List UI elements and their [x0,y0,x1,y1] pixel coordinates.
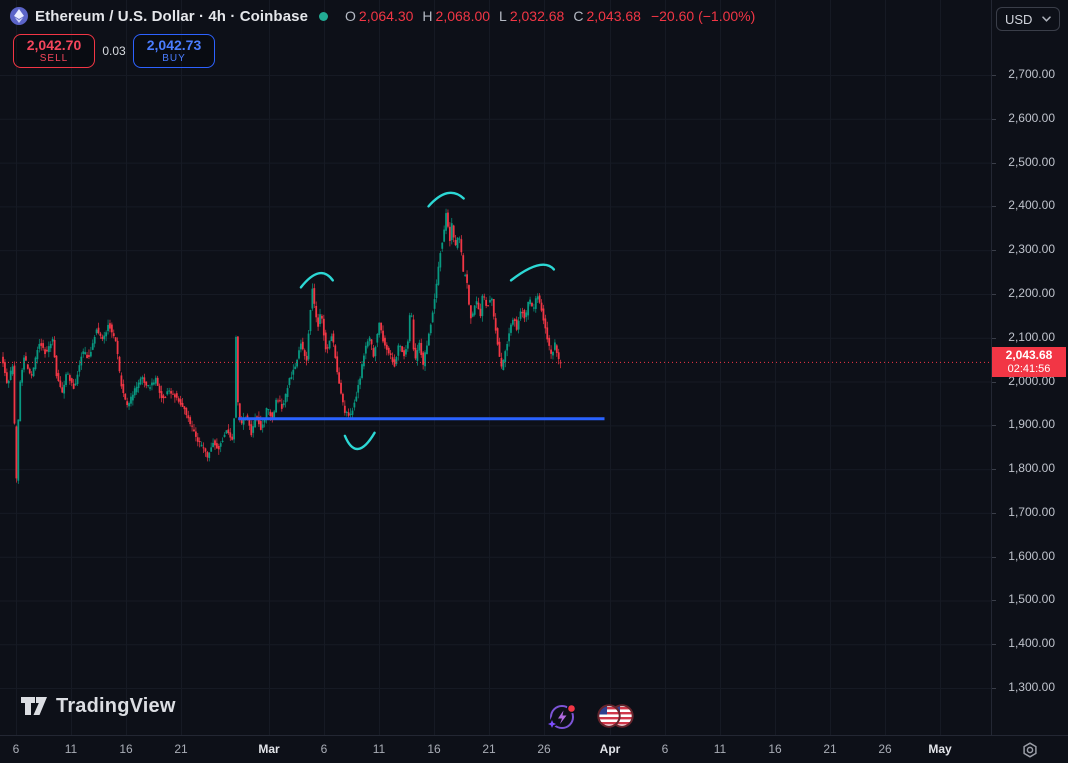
price-axis-tick [992,556,996,558]
close-label: C [573,8,584,24]
price-axis-tick [992,600,996,602]
price-axis-tick [992,75,996,76]
time-axis-label: 11 [372,742,386,756]
sell-label: SELL [39,52,69,64]
us-economic-events-icon[interactable] [597,702,635,730]
time-axis-label: 26 [537,742,551,756]
time-axis-label: 16 [427,742,441,756]
price-axis-label: 1,400.00 [1008,636,1055,651]
low-value: 2,032.68 [509,8,565,24]
close-value: 2,043.68 [586,8,641,24]
price-axis-label: 1,500.00 [1008,592,1055,607]
time-axis[interactable]: 6 11 16 21 Mar 6 11 16 21 26 Apr 6 11 16 21 26 May [0,735,1068,763]
spread-value: 0.03 [102,44,126,58]
price-axis-label: 2,500.00 [1008,154,1055,169]
price-axis-label: 1,800.00 [1008,461,1055,476]
arc-under-low-1[interactable] [343,431,376,451]
price-axis-tick [992,162,996,164]
price-axis-tick [992,250,996,252]
axis-settings-gear-icon[interactable] [1017,739,1043,761]
price-axis-tick [992,644,996,646]
arc-over-peak-3[interactable] [509,263,556,282]
price-axis-tick [992,425,996,427]
market-status-dot[interactable] [319,11,329,21]
time-axis-label: 6 [12,742,20,756]
price-axis-tick [992,337,996,339]
tradingview-logo-icon [21,697,47,715]
price-axis-label: 2,200.00 [1008,285,1055,300]
price-axis-label: 2,400.00 [1008,198,1055,213]
price-axis-label: 1,700.00 [1008,504,1055,519]
price-axis-tick [992,118,996,120]
price-axis-tick [992,206,996,208]
symbol-title[interactable]: Ethereum / U.S. Dollar · 4h · Coinbase [35,7,309,25]
current-price-value: 2,043.68 [1005,348,1053,363]
time-axis-label: Mar [258,742,280,756]
price-axis-label: 2,300.00 [1008,242,1055,257]
sell-price: 2,042.70 [26,36,82,53]
current-price-label: 2,043.68 02:41:56 [992,347,1066,378]
time-axis-label: 6 [320,742,328,756]
price-axis-label: 2,100.00 [1008,329,1055,344]
tradingview-logo[interactable]: TradingView [20,694,176,718]
ohlc-values: O 2,064.30 H 2,068.00 L 2,032.68 C 2,043… [339,8,755,24]
time-axis-label: 16 [119,742,133,756]
high-value: 2,068.00 [435,8,491,24]
buy-label: BUY [162,52,186,64]
price-axis-tick [992,293,996,295]
price-axis-label: 2,700.00 [1008,67,1055,81]
open-label: O [345,8,356,24]
candlestick-chart-canvas[interactable] [0,0,991,735]
time-axis-label: 26 [878,742,892,756]
sell-button[interactable]: 2,042.70 SELL [13,34,95,68]
time-axis-label: 21 [823,742,837,756]
spark-event-icon[interactable] [545,700,579,732]
time-axis-label: 11 [64,742,78,756]
buy-price: 2,042.73 [146,36,202,53]
open-value: 2,064.30 [358,8,414,24]
chevron-down-icon [1042,16,1051,22]
ethereum-logo-icon[interactable] [10,7,28,25]
bar-countdown: 02:41:56 [1007,362,1051,375]
time-axis-label: 16 [768,742,782,756]
tradingview-logo-text: TradingView [56,694,176,717]
price-axis-label: 1,900.00 [1008,417,1055,432]
currency-value: USD [1005,11,1033,27]
trade-panel: 2,042.70 SELL 0.03 2,042.73 BUY [13,34,215,68]
arc-over-peak-1[interactable] [299,271,334,289]
time-axis-label: 6 [661,742,669,756]
chart-legend: Ethereum / U.S. Dollar · 4h · Coinbase O… [10,7,755,25]
price-axis-label: 2,600.00 [1008,110,1055,125]
event-markers [545,700,635,732]
time-axis-label: 11 [713,742,727,756]
buy-button[interactable]: 2,042.73 BUY [133,34,215,68]
low-label: L [499,8,507,24]
time-axis-label: 21 [174,742,188,756]
price-axis-tick [992,512,996,514]
time-axis-label: 21 [482,742,496,756]
price-axis-tick [992,469,996,471]
currency-selector[interactable]: USD [996,7,1060,31]
high-label: H [422,8,433,24]
arc-over-peak-2[interactable] [427,191,465,208]
change-value: −20.60 (−1.00%) [650,8,756,24]
price-axis-label: 1,300.00 [1008,680,1055,695]
time-axis-label: Apr [599,742,621,756]
price-axis-tick [992,381,996,383]
price-axis-tick [992,688,996,690]
time-axis-label: May [928,742,952,756]
price-axis-label: 1,600.00 [1008,548,1055,563]
